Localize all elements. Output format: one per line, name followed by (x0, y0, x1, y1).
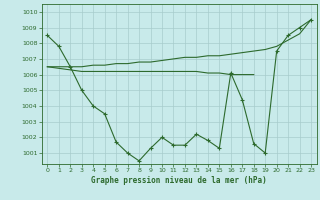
X-axis label: Graphe pression niveau de la mer (hPa): Graphe pression niveau de la mer (hPa) (91, 176, 267, 185)
